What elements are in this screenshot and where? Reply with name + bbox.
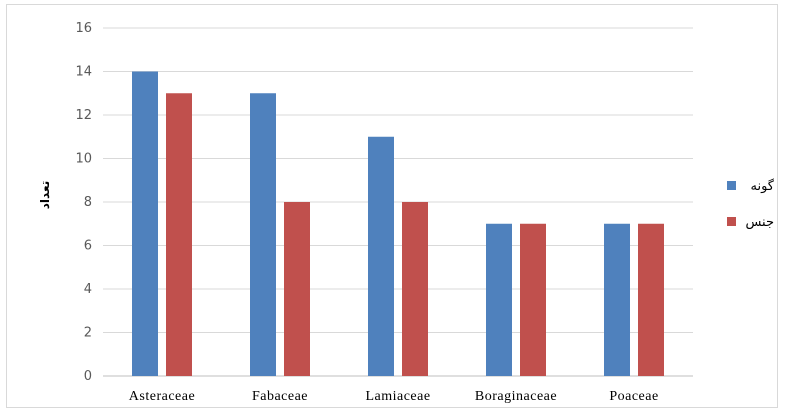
bar-series1 [250, 93, 276, 376]
category-label: Boraginaceae [475, 389, 557, 404]
bar-series1 [368, 136, 394, 376]
y-tick-labels: 0 2 4 6 8 10 12 14 16 [75, 21, 92, 384]
legend-swatch [727, 217, 736, 226]
bar-series2 [284, 202, 310, 376]
category-label: Asteraceae [129, 389, 195, 404]
bar-series2 [520, 223, 546, 376]
bar-series2 [402, 202, 428, 376]
y-tick-label: 14 [75, 65, 92, 80]
legend-swatch [727, 181, 736, 190]
y-tick-label: 6 [84, 239, 92, 254]
y-tick-label: 4 [84, 282, 92, 297]
bar-series1 [604, 223, 630, 376]
y-tick-label: 2 [84, 326, 92, 341]
y-tick-label: 12 [75, 108, 92, 123]
bar-series2 [166, 93, 192, 376]
gridlines [103, 27, 693, 377]
y-tick-label: 16 [75, 21, 92, 36]
y-tick-label: 0 [84, 369, 92, 384]
category-labels: Asteraceae Fabaceae Lamiaceae Boraginaceae P… [129, 389, 658, 404]
y-tick-label: 8 [84, 195, 92, 210]
category-label: Lamiaceae [365, 389, 430, 404]
bar-series1 [486, 223, 512, 376]
bars [132, 71, 664, 376]
category-label: Poaceae [609, 389, 658, 404]
legend-label: جنس [745, 215, 774, 230]
legend-label: گونه [751, 178, 775, 194]
y-axis-label: تعداد [38, 181, 52, 209]
bar-series1 [132, 71, 158, 376]
bar-series2 [638, 223, 664, 376]
category-label: Fabaceae [252, 389, 308, 404]
legend: گونه جنس [727, 178, 775, 230]
y-tick-label: 10 [75, 152, 92, 167]
